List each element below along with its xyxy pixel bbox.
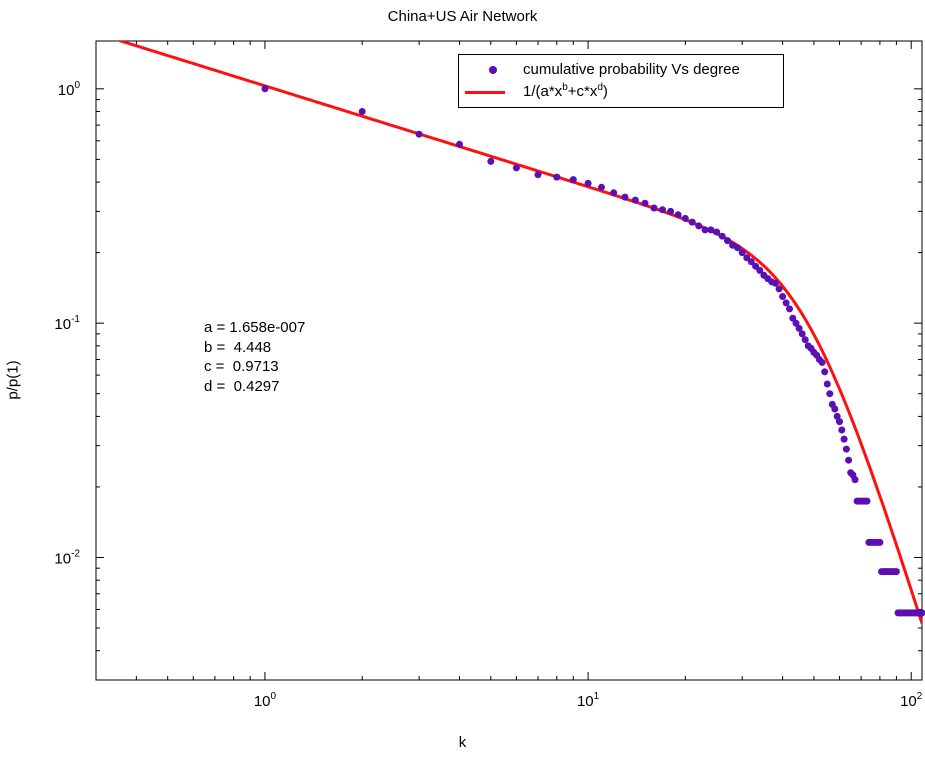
y-tick-label: 100 (58, 80, 81, 99)
data-point (842, 445, 850, 453)
data-point (674, 211, 682, 219)
data-point (261, 85, 269, 93)
legend-scatter-marker (489, 66, 497, 74)
data-point (782, 299, 790, 307)
fit-curve-layer (115, 41, 922, 624)
data-point (734, 244, 741, 252)
data-point (415, 130, 423, 138)
data-point (851, 476, 859, 484)
fit-curve (115, 41, 922, 624)
data-point (584, 179, 592, 187)
legend-scatter-label: cumulative probability Vs degree (523, 61, 740, 78)
y-tick-label: 10-2 (54, 548, 80, 567)
data-point (621, 193, 629, 201)
data-point (831, 405, 839, 413)
data-point (838, 426, 846, 434)
data-point (821, 368, 829, 376)
data-point (801, 336, 809, 344)
legend-fit-line (465, 91, 505, 94)
data-point (798, 330, 806, 338)
data-point (779, 293, 787, 300)
data-point (724, 237, 731, 245)
data-point (918, 609, 925, 617)
legend-fit-label: 1/(a*xb+c*xd) (523, 82, 608, 101)
data-point (667, 207, 675, 215)
data-point (641, 199, 649, 207)
data-point (756, 266, 764, 274)
param-a: a = 1.658e-007 (204, 319, 306, 336)
tick-labels-layer: 100 101 102 100 10-1 10-2 (54, 80, 922, 710)
data-point (892, 568, 900, 576)
data-point (863, 497, 871, 505)
data-point (358, 108, 366, 115)
data-point (534, 171, 542, 179)
param-c: c = 0.9713 (204, 358, 279, 375)
data-point (713, 228, 721, 236)
data-point (738, 249, 746, 257)
data-point (487, 157, 495, 165)
data-point (681, 214, 689, 222)
axes-box (95, 40, 923, 681)
data-point (795, 324, 803, 332)
x-tick-label: 100 (254, 691, 277, 710)
fit-parameters: a = 1.658e-007 b = 4.448 c = 0.9713 d = … (204, 318, 305, 396)
param-b: b = 4.448 (204, 338, 272, 356)
data-point (775, 285, 783, 293)
data-point (512, 164, 520, 172)
data-point (695, 222, 703, 230)
y-tick-label: 10-1 (54, 314, 80, 333)
param-d: d = 0.4297 (204, 377, 280, 395)
x-tick-label: 101 (577, 691, 600, 710)
ticks-layer (95, 41, 922, 681)
data-point (876, 538, 884, 546)
data-point (823, 380, 831, 388)
data-point (771, 279, 779, 287)
legend-item-scatter: cumulative probability Vs degree (459, 59, 783, 81)
data-point (610, 189, 618, 197)
data-point (818, 358, 826, 366)
data-point (845, 456, 853, 464)
data-point (456, 140, 463, 148)
legend: cumulative probability Vs degree 1/(a*xb… (458, 54, 784, 108)
data-point (688, 218, 696, 226)
data-point (718, 232, 726, 240)
data-point (826, 390, 834, 398)
data-point (701, 226, 709, 234)
data-point (836, 418, 843, 426)
chart-title: China+US Air Network (387, 8, 538, 25)
y-axis-label: p/p(1) (4, 360, 22, 400)
data-point (659, 206, 666, 214)
legend-item-fit: 1/(a*xb+c*xd) (459, 81, 783, 103)
data-point (598, 183, 605, 191)
scatter-layer (261, 85, 925, 617)
data-point (789, 314, 797, 322)
x-tick-label: 102 (900, 691, 923, 710)
data-point (707, 226, 715, 234)
data-point (650, 204, 658, 212)
data-point (747, 258, 755, 266)
data-point (786, 305, 793, 313)
data-point (631, 196, 639, 204)
data-point (792, 319, 800, 327)
data-point (569, 176, 577, 184)
data-point (840, 435, 848, 443)
x-axis-label: k (458, 734, 467, 751)
data-point (553, 173, 561, 181)
